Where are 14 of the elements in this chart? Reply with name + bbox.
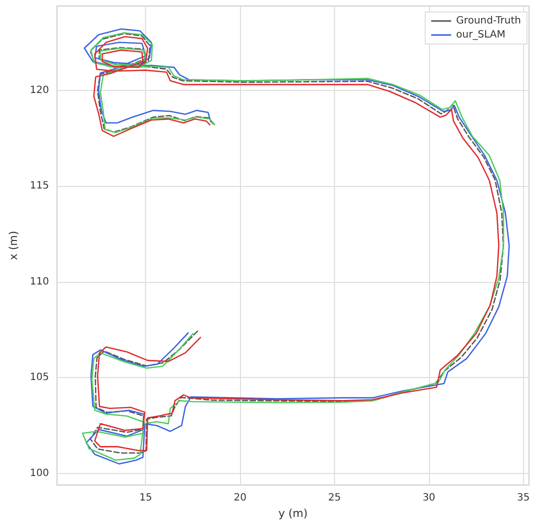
y-tick-label: 120 bbox=[30, 84, 49, 96]
x-tick-label: 30 bbox=[422, 492, 436, 504]
x-tick-label: 15 bbox=[139, 492, 152, 504]
y-tick-label: 110 bbox=[30, 276, 49, 288]
legend-label: Ground-Truth bbox=[456, 16, 522, 26]
x-tick-label: 20 bbox=[234, 492, 246, 504]
legend-label: our_SLAM bbox=[456, 30, 506, 40]
x-axis-title: y (m) bbox=[278, 506, 308, 520]
y-tick-label: 100 bbox=[30, 468, 49, 480]
y-tick-label: 115 bbox=[30, 180, 49, 192]
x-tick-label: 35 bbox=[516, 492, 530, 504]
y-axis-title: x (m) bbox=[7, 230, 20, 260]
y-tick-label: 105 bbox=[30, 372, 49, 384]
x-tick-label: 25 bbox=[328, 492, 341, 504]
